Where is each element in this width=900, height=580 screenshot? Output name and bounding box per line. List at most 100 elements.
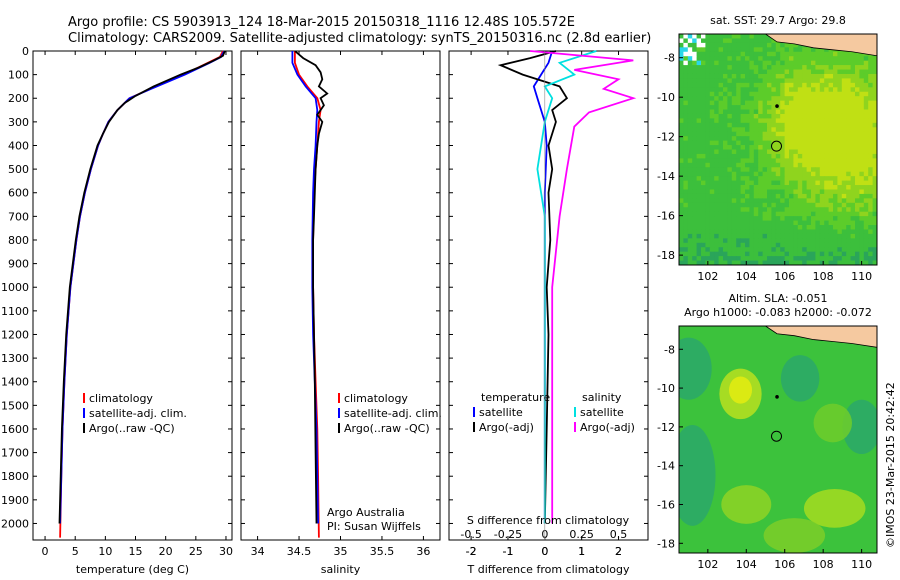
- sst-cell: [850, 149, 856, 155]
- sst-cell: [855, 171, 860, 177]
- sst-cell: [745, 171, 750, 177]
- sst-cell: [819, 211, 825, 217]
- sst-cell: [771, 211, 777, 217]
- sst-cell: [872, 100, 877, 106]
- sst-cell: [718, 127, 724, 133]
- sst-cell: [841, 238, 847, 244]
- sst-cell: [687, 162, 693, 168]
- sst-cell: [775, 202, 781, 208]
- sst-cell: [859, 153, 865, 159]
- sst-cell: [745, 91, 750, 97]
- sst-cell: [789, 162, 794, 168]
- sst-cell: [723, 73, 728, 79]
- title-line-2: Climatology: CARS2009. Satellite-adjuste…: [68, 31, 651, 46]
- sst-cell: [692, 145, 697, 150]
- sst-cell: [749, 87, 755, 93]
- sst-cell: [771, 238, 777, 244]
- sst-cell: [762, 225, 768, 230]
- sst-cell: [815, 60, 821, 66]
- sst-cell: [705, 38, 711, 44]
- sst-cell: [811, 207, 816, 213]
- sst-cell: [819, 87, 825, 93]
- sst-cell: [701, 109, 706, 115]
- sst-cell: [797, 238, 803, 244]
- sst-cell: [709, 51, 715, 57]
- sst-cell: [758, 207, 763, 213]
- sst-cell: [828, 171, 834, 177]
- sst-cell: [846, 73, 851, 79]
- sst-cell: [828, 189, 834, 195]
- sst-cell: [850, 100, 856, 106]
- sst-cell: [723, 118, 728, 124]
- sst-cell: [863, 73, 869, 79]
- sst-cell: [863, 65, 869, 70]
- sst-cell: [841, 91, 847, 97]
- sst-cell: [797, 96, 803, 102]
- sst-cell: [789, 220, 794, 226]
- sst-cell: [815, 229, 821, 235]
- sst-cell: [723, 136, 728, 142]
- sst-cell: [745, 247, 750, 253]
- sst-cell: [850, 202, 856, 208]
- sst-cell: [824, 153, 829, 159]
- sst-cell: [797, 211, 803, 217]
- sst-cell: [718, 87, 724, 93]
- sst-cell: [784, 149, 790, 155]
- sst-cell: [687, 198, 693, 204]
- map-y-tick-label: -16: [657, 498, 675, 511]
- sst-cell: [815, 193, 821, 199]
- sst-cell: [692, 127, 697, 133]
- sst-cell: [753, 162, 759, 168]
- sst-cell: [679, 87, 684, 93]
- sst-cell: [797, 56, 803, 62]
- site-marker: [775, 104, 779, 108]
- sst-cell: [762, 118, 768, 124]
- sst-cell: [802, 220, 807, 226]
- sst-cell: [718, 113, 724, 119]
- sst-cell: [762, 207, 768, 213]
- sst-cell: [753, 65, 759, 70]
- sst-cell: [793, 251, 799, 257]
- sst-cell: [784, 113, 790, 119]
- sst-cell: [841, 153, 847, 159]
- sst-cell: [731, 185, 737, 190]
- sst-cell: [683, 260, 689, 265]
- sst-cell: [850, 73, 856, 79]
- sst-cell: [850, 176, 856, 181]
- sst-cell: [683, 220, 689, 226]
- sst-cell: [701, 176, 706, 181]
- sst-cell: [745, 118, 750, 124]
- sst-cell: [868, 238, 873, 244]
- sst-cell: [846, 202, 851, 208]
- sst-cell: [789, 153, 794, 159]
- sst-cell: [696, 78, 702, 84]
- sst-cell: [806, 65, 812, 70]
- sst-cell: [872, 211, 877, 217]
- sst-cell: [745, 216, 750, 221]
- sst-cell: [806, 96, 812, 102]
- sst-cell: [868, 225, 873, 230]
- sst-cell: [855, 65, 860, 70]
- sst-cell: [859, 238, 865, 244]
- sst-cell: [806, 171, 812, 177]
- sst-cell: [828, 233, 834, 239]
- sst-cell: [846, 242, 851, 248]
- sst-cell: [868, 109, 873, 115]
- sst-cell: [683, 233, 689, 239]
- sst-cell: [802, 51, 807, 57]
- sst-cell: [872, 171, 877, 177]
- sst-cell: [727, 193, 733, 199]
- sst-cell: [736, 167, 741, 173]
- sst-cell: [855, 113, 860, 119]
- sst-cell: [718, 153, 724, 159]
- sst-cell: [793, 127, 799, 133]
- land-coast: [764, 34, 877, 57]
- sst-cell: [872, 193, 877, 199]
- sst-cell: [692, 171, 697, 177]
- sst-cell: [863, 216, 869, 221]
- y-tick-label: 600: [8, 187, 29, 200]
- sst-cell: [806, 145, 812, 150]
- sst-cell: [753, 207, 759, 213]
- sst-cell: [758, 145, 763, 150]
- sst-cell: [771, 145, 777, 150]
